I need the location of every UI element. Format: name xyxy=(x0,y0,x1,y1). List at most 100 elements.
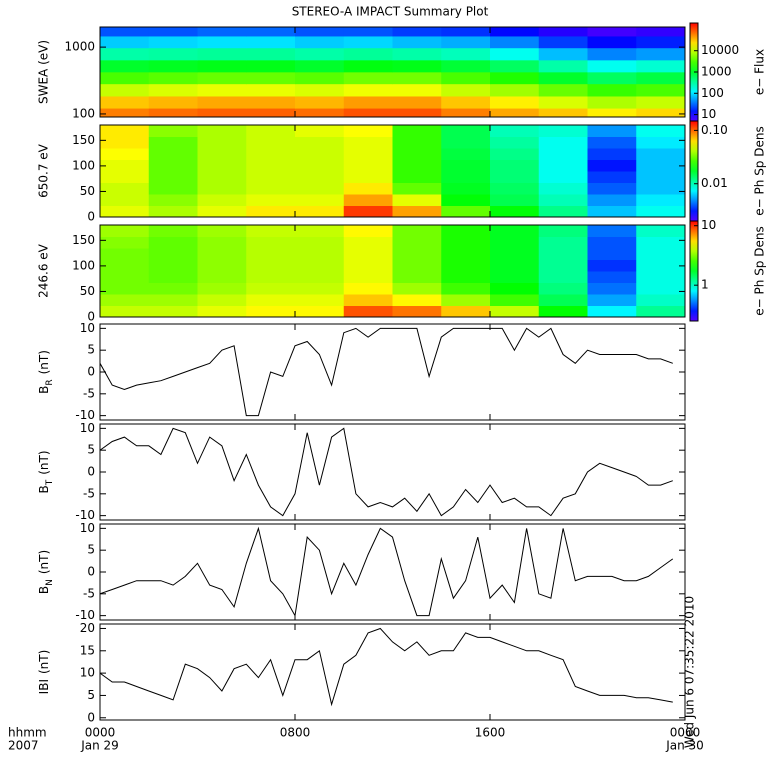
heat-cell xyxy=(587,294,637,306)
heat-cell xyxy=(392,248,442,260)
heat-cell xyxy=(441,108,491,118)
heat-cell xyxy=(587,27,637,37)
heat-cell xyxy=(636,271,686,283)
heat-cell xyxy=(490,136,540,149)
heat-cell xyxy=(490,236,540,249)
heat-cell xyxy=(490,248,540,260)
heat-cell xyxy=(441,59,491,73)
heat-cell xyxy=(490,271,540,283)
colorbar xyxy=(689,220,699,322)
heat-cell xyxy=(636,294,686,306)
y-tick-label: 5 xyxy=(87,343,95,357)
heat-cell xyxy=(441,159,491,172)
heat-cell xyxy=(295,271,345,283)
y-tick-label: 0 xyxy=(87,465,95,479)
colorbar-tick-label: 0.01 xyxy=(701,176,728,190)
heat-cell xyxy=(246,271,296,283)
heat-cell xyxy=(392,95,442,109)
heat-cell xyxy=(636,205,686,218)
heat-cell xyxy=(636,259,686,272)
panel-frame xyxy=(99,26,686,118)
heat-cell xyxy=(100,47,150,61)
heat-cell xyxy=(490,27,540,37)
heat-cell xyxy=(392,108,442,118)
heat-cell xyxy=(148,236,198,249)
heat-cell xyxy=(100,95,150,109)
heat-cell xyxy=(148,248,198,260)
heat-cell xyxy=(197,83,247,97)
heat-cell xyxy=(295,136,345,149)
heat-cell xyxy=(148,47,198,61)
y-label-sub: N xyxy=(45,579,55,586)
heat-cell xyxy=(148,125,198,137)
heat-cell xyxy=(246,248,296,260)
heat-cell xyxy=(636,95,686,109)
heat-cell xyxy=(246,71,296,85)
heat-cell xyxy=(636,305,686,318)
heat-cell xyxy=(100,35,150,49)
heat-cell xyxy=(538,95,588,109)
y-tick-label: -10 xyxy=(75,508,95,522)
heat-cell xyxy=(246,148,296,160)
colorbar-tick-label: 0.10 xyxy=(701,123,728,137)
heat-cell xyxy=(246,83,296,97)
heat-cell xyxy=(100,108,150,118)
heat-cell xyxy=(392,59,442,73)
trace xyxy=(100,627,673,707)
heat-cell xyxy=(490,125,540,137)
heat-cell xyxy=(246,27,296,37)
heat-cell xyxy=(246,47,296,61)
heat-cell xyxy=(636,47,686,61)
y-tick-label: 5 xyxy=(87,543,95,557)
heat-cell xyxy=(295,159,345,172)
heat-cell xyxy=(343,182,393,195)
heat-cell xyxy=(392,27,442,37)
heat-cell xyxy=(587,305,637,318)
heat-cell xyxy=(197,248,247,260)
heat-cell xyxy=(392,148,442,160)
heat-cell xyxy=(490,148,540,160)
heat-cell xyxy=(587,95,637,109)
heat-cell xyxy=(441,182,491,195)
heat-cell xyxy=(343,294,393,306)
heat-cell xyxy=(343,47,393,61)
heat-cell xyxy=(490,35,540,49)
heat-cell xyxy=(538,27,588,37)
heat-cell xyxy=(197,148,247,160)
heat-cell xyxy=(538,294,588,306)
heat-cell xyxy=(587,282,637,295)
heat-cell xyxy=(441,125,491,137)
heat-cell xyxy=(343,59,393,73)
y-label-main: B xyxy=(37,586,51,594)
y-tick-label: 0 xyxy=(87,565,95,579)
heat-cell xyxy=(295,182,345,195)
heat-cell xyxy=(148,294,198,306)
heat-cell xyxy=(246,35,296,49)
heat-cell xyxy=(343,71,393,85)
y-axis-label: BR (nT) xyxy=(37,350,55,394)
panel: 10 100 1000 10000 e− Flux 100 1000 SWEA (eV) xyxy=(37,22,767,122)
panel-frame xyxy=(99,124,686,218)
heat-cell xyxy=(441,305,491,318)
panel: -10 -5 0 5 10 BT (nT) xyxy=(37,421,686,522)
heat-cell xyxy=(246,205,296,218)
panel-frame xyxy=(99,224,686,318)
heat-cell xyxy=(148,35,198,49)
heat-cell xyxy=(343,136,393,149)
heat-cell xyxy=(587,171,637,183)
heat-cell xyxy=(246,182,296,195)
heat-cell xyxy=(295,194,345,206)
heat-cell xyxy=(490,71,540,85)
heat-cell xyxy=(343,305,393,318)
panel: 0.01 0.10 e− Ph Sp Dens 0 50 100 150 650.7 eV xyxy=(37,120,767,224)
heat-cell xyxy=(246,236,296,249)
heat-cell xyxy=(100,294,150,306)
x-tick-date: Jan 30 xyxy=(665,739,704,753)
heat-cell xyxy=(197,136,247,149)
heat-cell xyxy=(197,205,247,218)
heat-cell xyxy=(100,205,150,218)
corner-label: 2007 xyxy=(8,739,39,753)
heat-cell xyxy=(148,148,198,160)
heat-cell xyxy=(490,182,540,195)
heat-cell xyxy=(100,136,150,149)
